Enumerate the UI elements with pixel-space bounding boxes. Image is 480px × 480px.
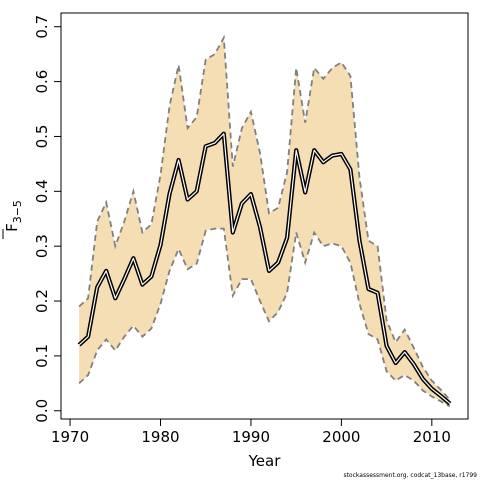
y-tick-label-0: 0.0 [33, 399, 51, 423]
y-tick-label-7: 0.7 [33, 15, 51, 39]
x-axis: 1970 1980 1990 2000 2010 [51, 419, 451, 446]
y-axis: 0.0 0.1 0.2 0.3 0.4 0.5 0.6 0.7 [33, 15, 61, 423]
x-tick-label-2010: 2010 [413, 428, 451, 446]
y-axis-title: F3−5 [2, 200, 24, 239]
x-tick-label-1970: 1970 [51, 428, 89, 446]
confidence-band [79, 37, 450, 407]
y-tick-label-6: 0.6 [33, 70, 51, 94]
y-axis-title-sub: 3−5 [11, 200, 24, 223]
y-tick-label-3: 0.3 [33, 234, 51, 258]
x-tick-label-1990: 1990 [232, 428, 270, 446]
lower-bound-line [78, 227, 451, 408]
y-tick-label-2: 0.2 [33, 289, 51, 313]
y-tick-label-4: 0.4 [33, 179, 51, 203]
plot-frame [60, 12, 469, 420]
confidence-band-layer [79, 37, 450, 407]
y-axis-title-main: F [3, 223, 21, 232]
estimate-line [78, 133, 451, 405]
x-axis-title: Year [248, 452, 282, 470]
y-tick-label-5: 0.5 [33, 125, 51, 149]
credit-text: stockassessment.org, codcat_13base, r179… [343, 472, 477, 479]
x-tick-label-2000: 2000 [322, 428, 360, 446]
svg-text:F3−5: F3−5 [3, 200, 24, 232]
series-line-layer [77, 34, 452, 408]
y-tick-label-1: 0.1 [33, 344, 51, 368]
x-tick-label-1980: 1980 [141, 428, 179, 446]
upper-bound-line [78, 34, 451, 401]
